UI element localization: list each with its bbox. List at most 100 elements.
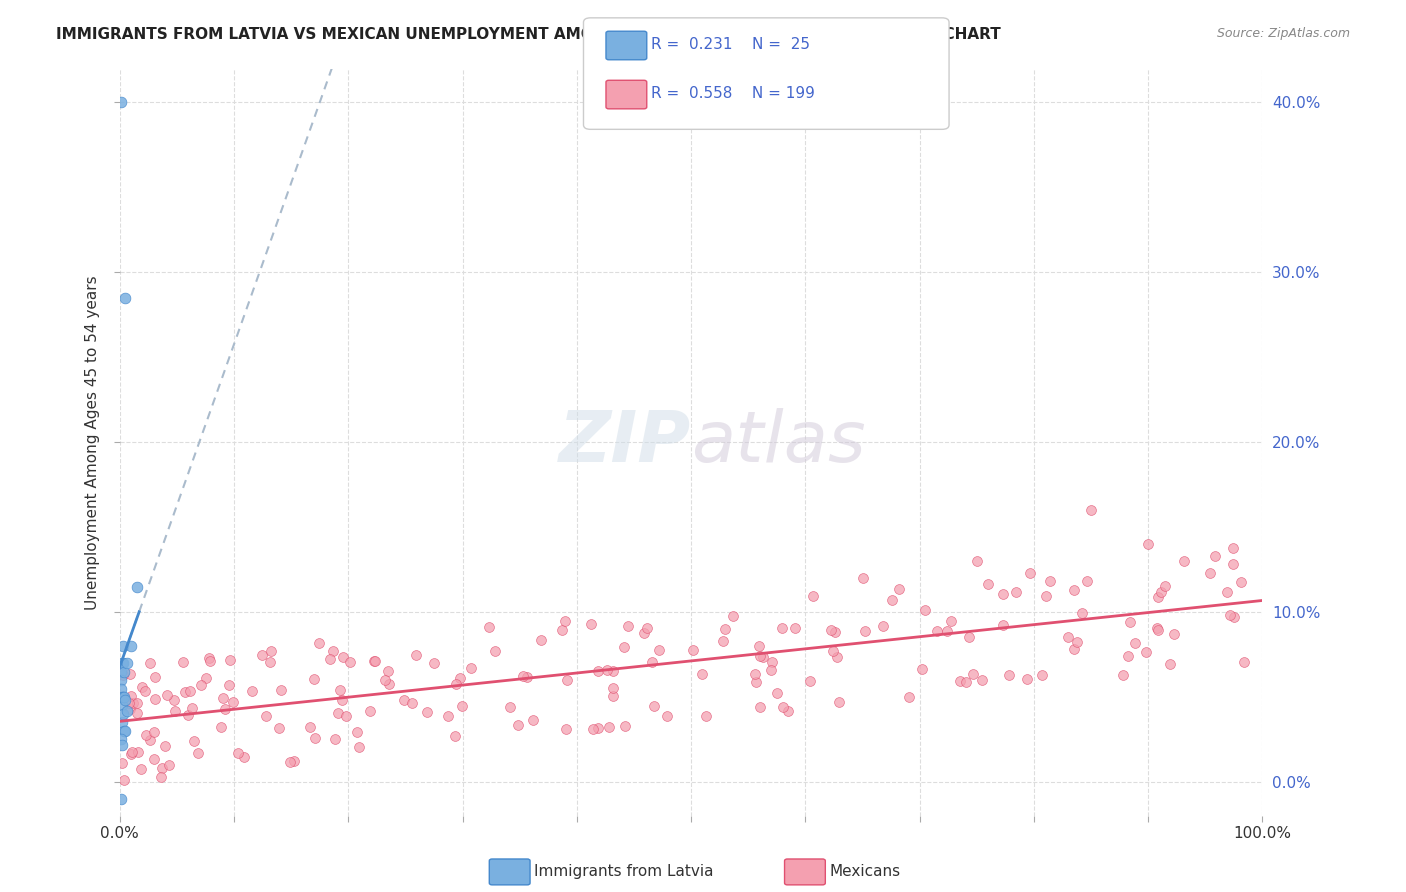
Point <box>939 614 962 628</box>
Point <box>641 655 664 669</box>
Point <box>112 690 135 704</box>
Point <box>121 696 143 710</box>
Point <box>112 723 135 738</box>
Point <box>749 699 772 714</box>
Point <box>1039 574 1062 588</box>
Point <box>131 680 153 694</box>
Point <box>143 692 166 706</box>
Point <box>1137 537 1160 551</box>
Point <box>977 577 1000 591</box>
Point <box>374 673 396 688</box>
Point <box>112 690 135 704</box>
Point <box>598 720 620 734</box>
Point <box>112 639 135 653</box>
Point <box>219 653 242 667</box>
Point <box>444 729 467 743</box>
Point <box>1070 607 1092 621</box>
Point <box>799 673 821 688</box>
Point <box>1005 584 1028 599</box>
Point <box>111 756 134 770</box>
Point <box>423 656 446 670</box>
Point <box>897 690 920 704</box>
Point <box>880 592 903 607</box>
Point <box>588 721 610 735</box>
Point <box>115 656 138 670</box>
Point <box>851 571 873 585</box>
Point <box>1219 608 1241 623</box>
Point <box>363 654 385 668</box>
Point <box>554 614 576 628</box>
Point <box>449 671 471 685</box>
Point <box>690 667 713 681</box>
Point <box>173 685 195 699</box>
Point <box>270 683 292 698</box>
Point <box>586 665 609 679</box>
Point <box>925 624 948 638</box>
Point <box>801 589 824 603</box>
Point <box>643 698 665 713</box>
Point <box>143 724 166 739</box>
Point <box>187 746 209 760</box>
Point <box>1057 630 1080 644</box>
Point <box>304 672 326 686</box>
Point <box>232 750 254 764</box>
Point <box>221 695 243 709</box>
Point <box>401 696 423 710</box>
Point <box>1159 657 1181 672</box>
Point <box>121 745 143 759</box>
Point <box>1223 610 1246 624</box>
Point <box>436 708 458 723</box>
Point <box>135 728 157 742</box>
Point <box>1063 583 1085 598</box>
Point <box>259 644 281 658</box>
Point <box>183 734 205 748</box>
Point <box>120 689 142 703</box>
Point <box>114 291 136 305</box>
Point <box>602 664 624 678</box>
Point <box>823 644 845 658</box>
Point <box>197 651 219 665</box>
Point <box>682 642 704 657</box>
Point <box>143 752 166 766</box>
Point <box>613 640 636 654</box>
Point <box>828 695 851 709</box>
Point <box>143 670 166 684</box>
Point <box>957 630 980 644</box>
Point <box>335 708 357 723</box>
Text: ZIP: ZIP <box>558 408 692 476</box>
Point <box>308 636 330 650</box>
Point <box>1233 655 1256 669</box>
Point <box>359 704 381 718</box>
Point <box>772 700 794 714</box>
Point <box>377 664 399 678</box>
Point <box>280 756 302 770</box>
Text: Source: ZipAtlas.com: Source: ZipAtlas.com <box>1216 27 1350 40</box>
Point <box>153 739 176 753</box>
Point <box>112 656 135 670</box>
Point <box>405 648 427 662</box>
Point <box>783 621 806 635</box>
Point <box>131 762 153 776</box>
Point <box>112 706 135 721</box>
Point <box>1015 672 1038 686</box>
Point <box>602 689 624 703</box>
Point <box>1063 642 1085 657</box>
Point <box>721 609 744 624</box>
Point <box>120 747 142 761</box>
Point <box>283 754 305 768</box>
Point <box>1076 574 1098 588</box>
Point <box>114 723 136 738</box>
Point <box>195 672 218 686</box>
Point <box>259 655 281 669</box>
Text: Immigrants from Latvia: Immigrants from Latvia <box>534 864 714 879</box>
Point <box>254 708 277 723</box>
Point <box>1116 648 1139 663</box>
Point <box>1031 667 1053 681</box>
Text: atlas: atlas <box>692 408 866 476</box>
Point <box>1146 623 1168 637</box>
Point <box>172 655 194 669</box>
Point <box>484 644 506 658</box>
Point <box>1146 621 1168 635</box>
Point <box>998 668 1021 682</box>
Point <box>695 708 717 723</box>
